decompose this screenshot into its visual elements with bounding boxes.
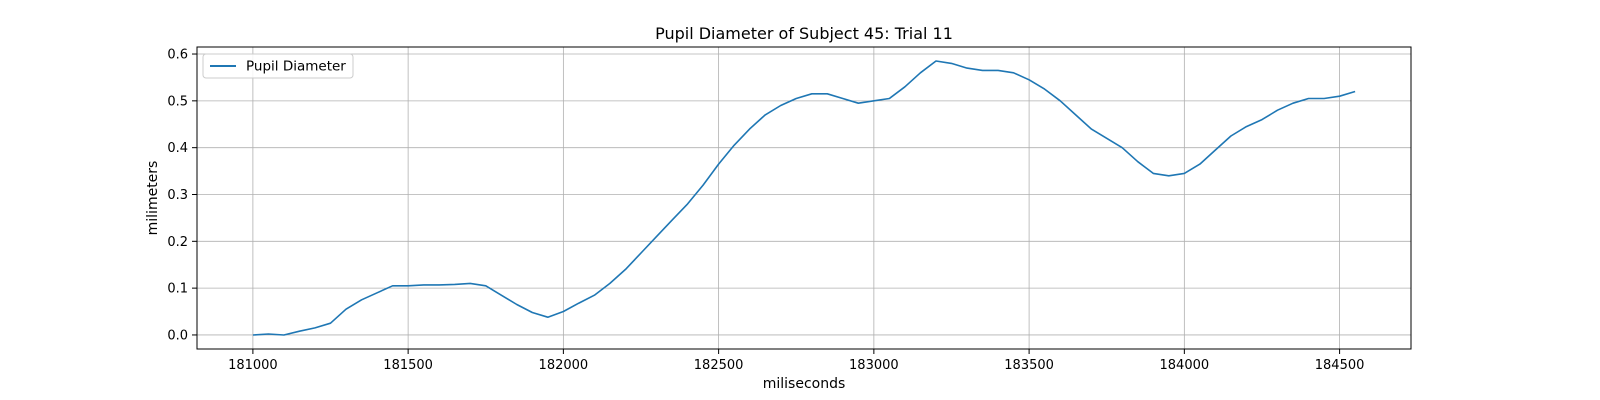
x-tick-label: 183000	[849, 358, 899, 373]
y-tick-label: 0.4	[167, 141, 188, 156]
x-tick-label: 182000	[539, 358, 589, 373]
x-axis-label: miliseconds	[763, 376, 846, 392]
y-tick-label: 0.1	[167, 282, 188, 297]
y-tick-label: 0.2	[167, 235, 188, 250]
y-tick-label: 0.5	[167, 94, 188, 109]
x-tick-label: 183500	[1004, 358, 1054, 373]
x-tick-label: 181500	[383, 358, 433, 373]
grid	[197, 47, 1411, 349]
x-tick-label: 181000	[228, 358, 278, 373]
x-tick-label: 182500	[694, 358, 744, 373]
chart-title: Pupil Diameter of Subject 45: Trial 11	[655, 24, 953, 43]
y-tick-label: 0.0	[167, 328, 188, 343]
series-layer	[252, 60, 1356, 336]
plot-frame	[196, 46, 1412, 350]
y-tick-label: 0.6	[167, 48, 188, 63]
x-tick-label: 184500	[1315, 358, 1365, 373]
series-line-pupil-diameter	[252, 60, 1356, 336]
legend: Pupil Diameter	[202, 53, 354, 79]
y-axis-label: milimeters	[145, 161, 161, 236]
y-tick-label: 0.3	[167, 188, 188, 203]
y-axis-ticks: 0.0 0.1 0.2 0.3 0.4 0.5 0.6	[167, 48, 197, 343]
legend-entry-pupil-diameter: Pupil Diameter	[246, 59, 346, 75]
x-axis-ticks: 181000 181500 182000 182500 183000 183500 1840…	[228, 349, 1364, 373]
legend-box	[202, 53, 354, 79]
x-tick-label: 184000	[1160, 358, 1210, 373]
